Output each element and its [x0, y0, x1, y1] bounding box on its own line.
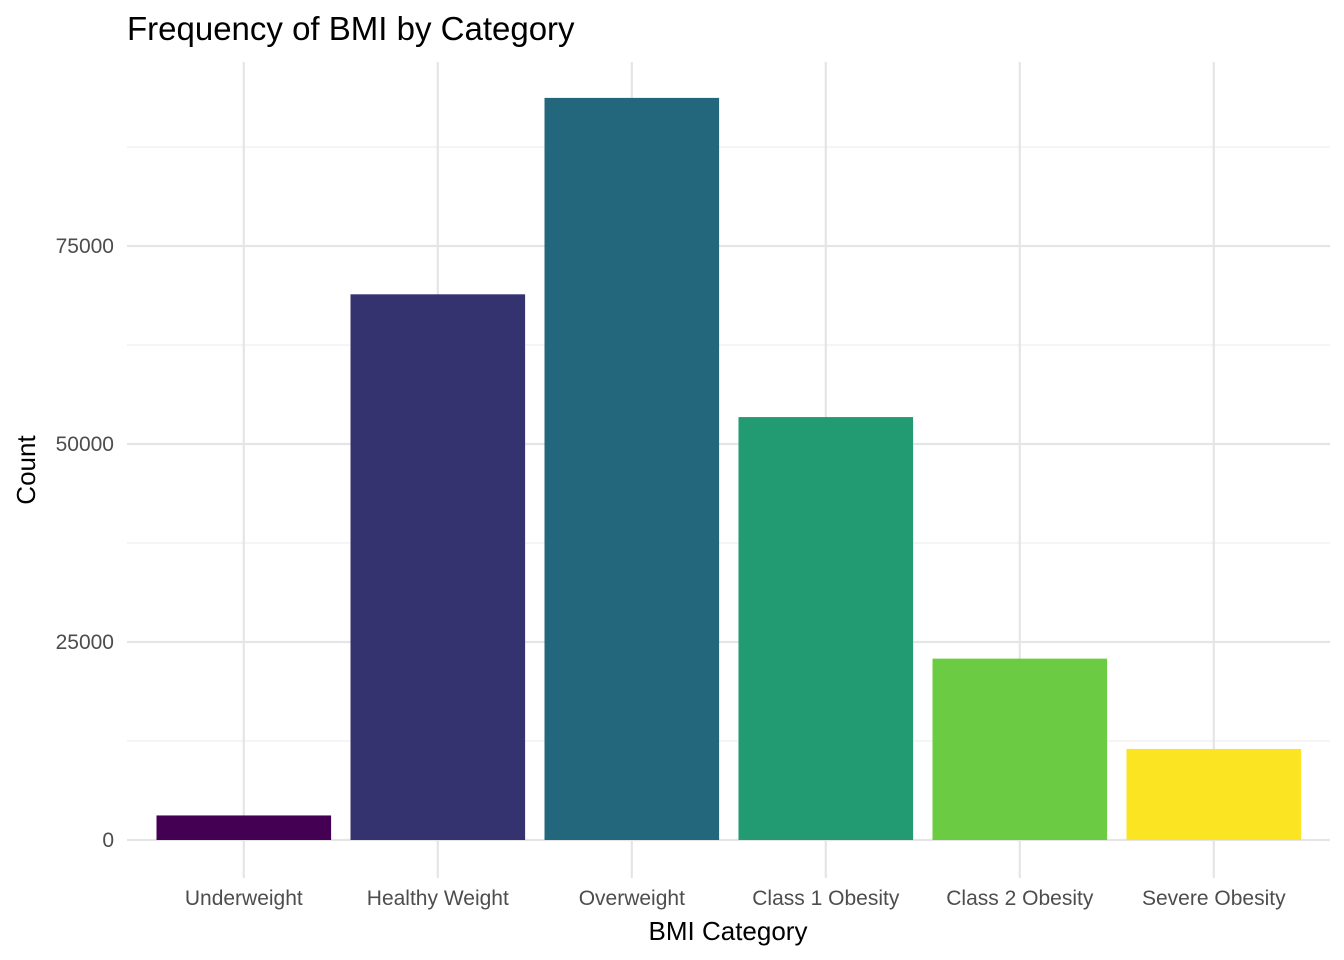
- y-tick-label: 50000: [56, 433, 114, 456]
- x-tick-label: Class 1 Obesity: [752, 887, 900, 910]
- x-tick-label: Overweight: [579, 887, 685, 910]
- chart-title: Frequency of BMI by Category: [127, 10, 575, 47]
- bar-severe-obesity: [1126, 748, 1302, 840]
- x-tick-label: Healthy Weight: [367, 887, 509, 910]
- y-tick-label: 0: [102, 829, 114, 852]
- bar-healthy-weight: [350, 294, 526, 840]
- x-tick-label: Class 2 Obesity: [946, 887, 1094, 910]
- y-axis-title: Count: [11, 435, 41, 505]
- bar-overweight: [544, 97, 720, 840]
- y-axis-tick-labels: 0 25000 50000 75000: [56, 235, 114, 852]
- x-tick-label: Underweight: [185, 887, 303, 910]
- x-tick-label: Severe Obesity: [1142, 887, 1286, 910]
- bar-class-1-obesity: [738, 417, 914, 840]
- bar-class-2-obesity: [932, 658, 1108, 840]
- bar-underweight: [156, 815, 332, 840]
- x-axis-title: BMI Category: [649, 916, 808, 946]
- y-tick-label: 25000: [56, 631, 114, 654]
- bars: [156, 97, 1302, 840]
- x-axis-tick-labels: Underweight Healthy Weight Overweight Class…: [185, 887, 1286, 910]
- y-tick-label: 75000: [56, 235, 114, 258]
